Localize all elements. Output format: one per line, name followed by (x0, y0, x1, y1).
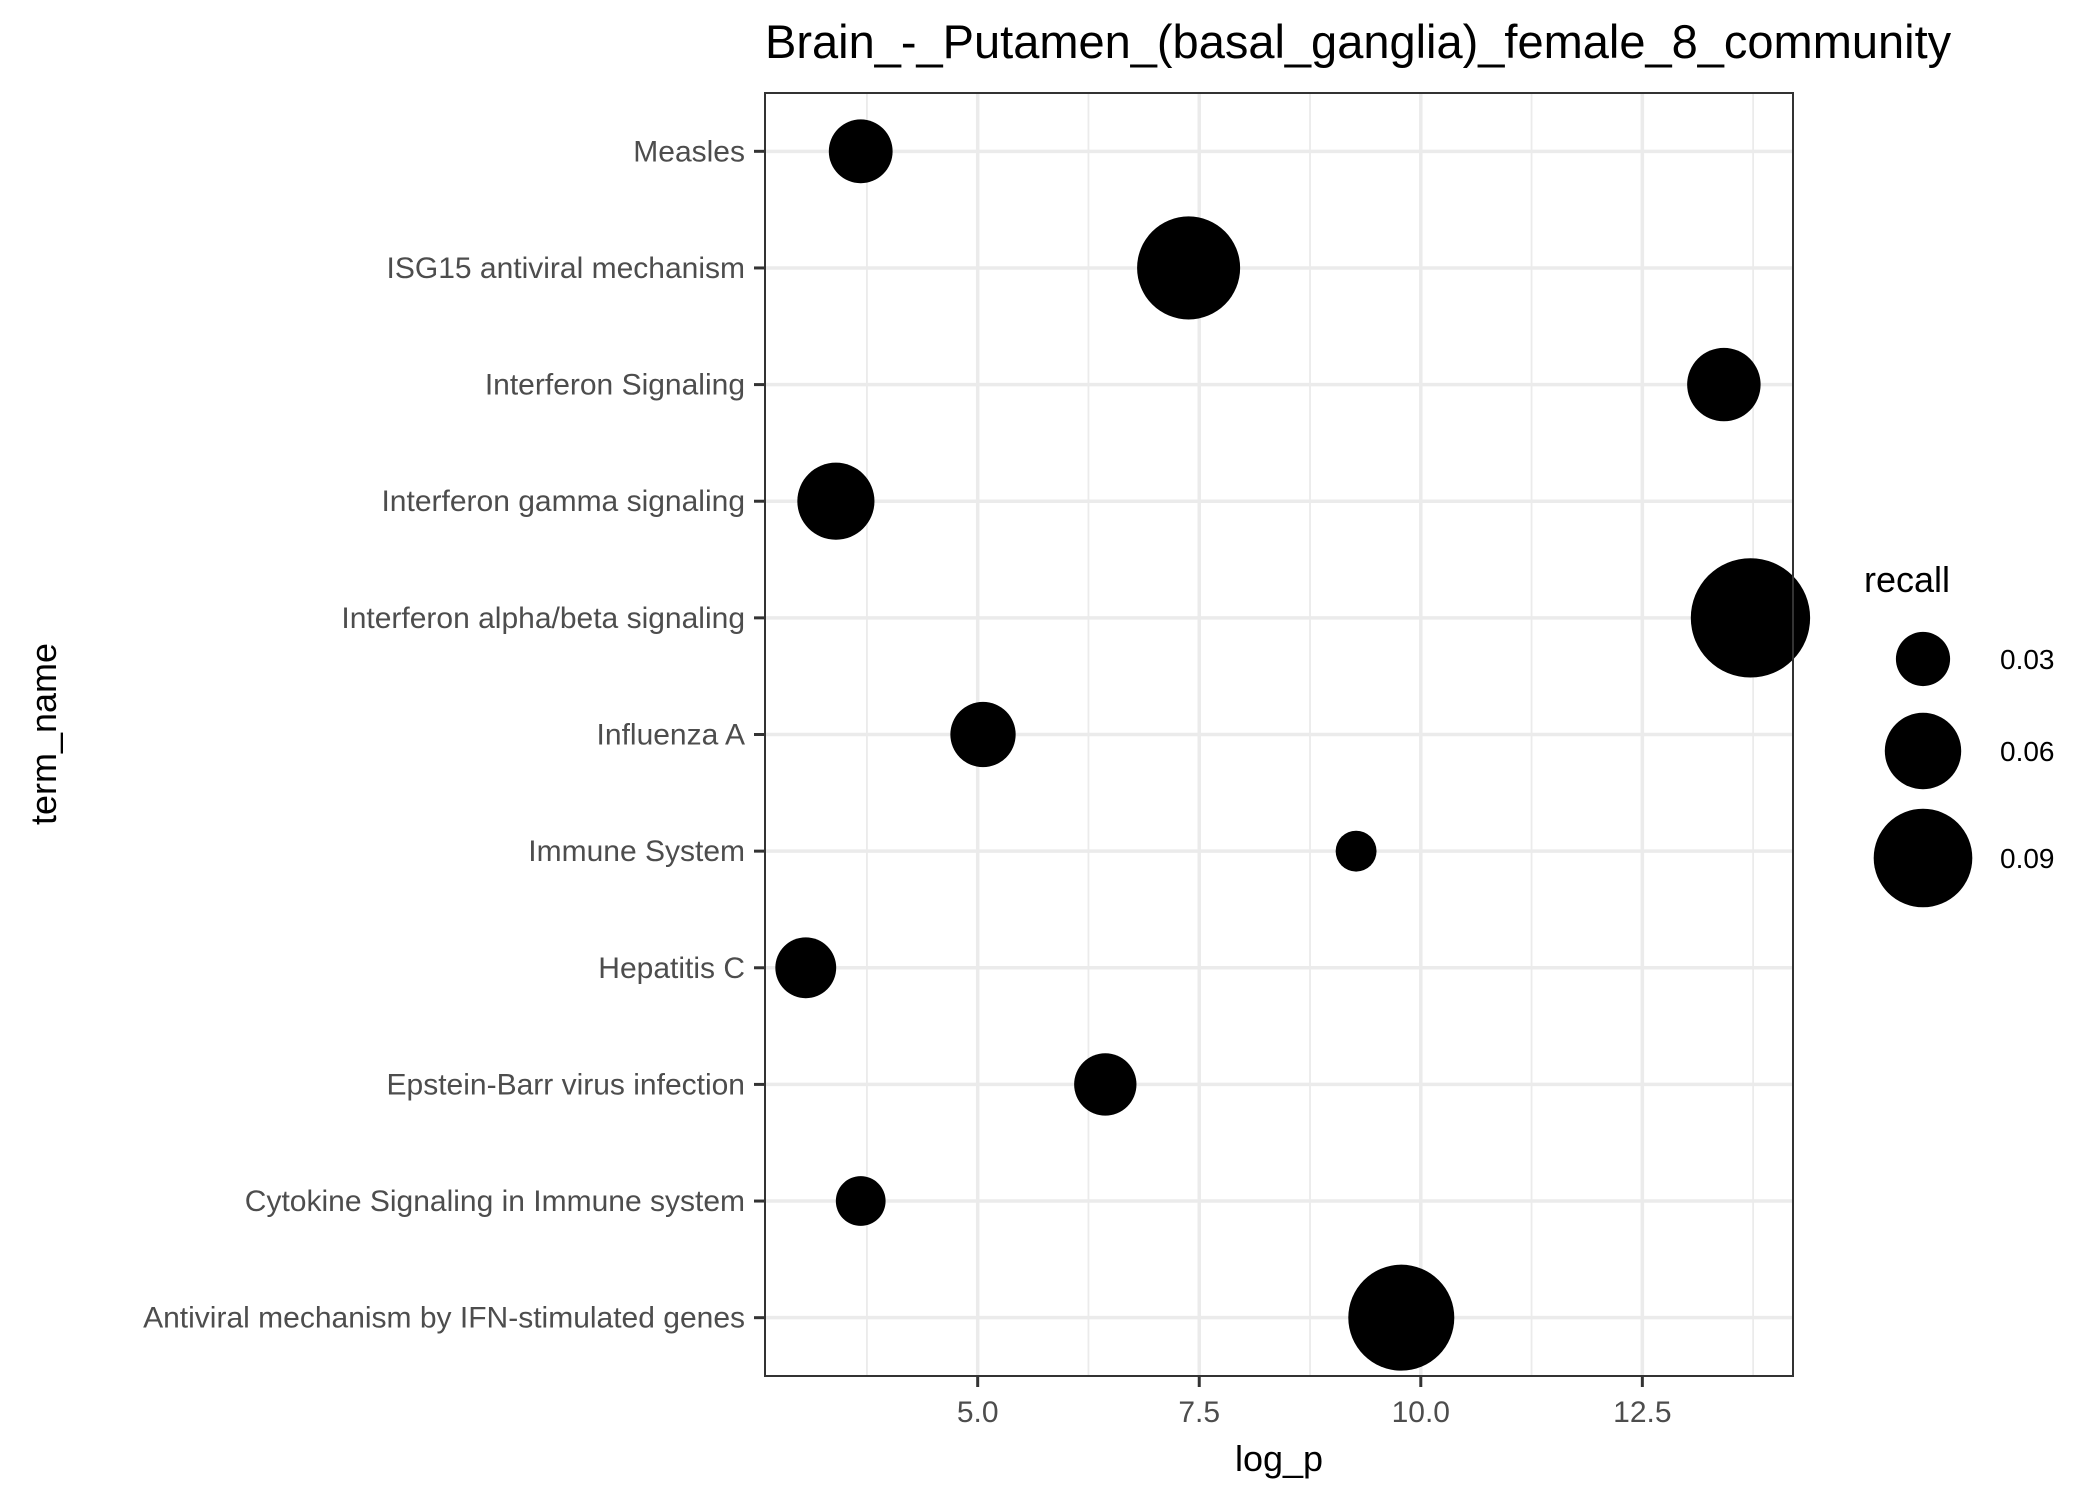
data-point (797, 462, 875, 540)
y-tick-label: Influenza A (597, 719, 745, 752)
legend-key (1873, 808, 1973, 908)
legend-label: 0.06 (2000, 736, 2055, 767)
y-tick-label: Epstein-Barr virus infection (387, 1068, 745, 1101)
y-tick-label: Immune System (528, 835, 745, 868)
data-point (1687, 347, 1761, 422)
legend-title: recall (1864, 559, 1950, 600)
x-tick-label: 5.0 (957, 1396, 999, 1429)
legend-label: 0.09 (2000, 843, 2055, 874)
data-point (1137, 216, 1241, 320)
y-tick-label: Hepatitis C (598, 952, 745, 985)
chart-title: Brain_-_Putamen_(basal_ganglia)_female_8… (765, 15, 1952, 68)
grid-lines (765, 93, 1793, 1376)
y-tick-label: Interferon Signaling (485, 369, 745, 402)
data-point (828, 119, 893, 184)
y-axis-title: term_name (23, 643, 64, 825)
plot-panel (764, 92, 1811, 1377)
y-tick-label: Interferon gamma signaling (381, 485, 745, 518)
y-axis: Measles ISG15 antiviral mechanism Interfer… (143, 135, 765, 1335)
data-point (950, 701, 1016, 768)
data-point (1690, 558, 1811, 678)
y-tick-label: Interferon alpha/beta signaling (341, 602, 745, 635)
x-tick-label: 10.0 (1392, 1396, 1450, 1429)
data-point (1335, 830, 1377, 872)
legend-key (1895, 631, 1951, 687)
x-tick-label: 7.5 (1178, 1396, 1220, 1429)
y-tick-label: Antiviral mechanism by IFN-stimulated ge… (143, 1302, 745, 1335)
x-axis-title: log_p (1235, 1438, 1323, 1479)
legend-label: 0.03 (2000, 644, 2055, 675)
y-tick-label: Cytokine Signaling in Immune system (245, 1185, 745, 1218)
data-point (1348, 1264, 1455, 1371)
data-point (1074, 1053, 1137, 1116)
y-tick-label: Measles (633, 135, 745, 168)
data-point (775, 937, 837, 999)
data-point (835, 1176, 886, 1226)
y-tick-label: ISG15 antiviral mechanism (387, 252, 745, 285)
x-tick-label: 12.5 (1613, 1396, 1671, 1429)
legend: recall 0.03 0.06 0.09 (1864, 559, 2055, 908)
x-axis: 5.0 7.5 10.0 12.5 (957, 1376, 1672, 1429)
legend-key (1884, 712, 1962, 790)
data-points (775, 119, 1811, 1371)
